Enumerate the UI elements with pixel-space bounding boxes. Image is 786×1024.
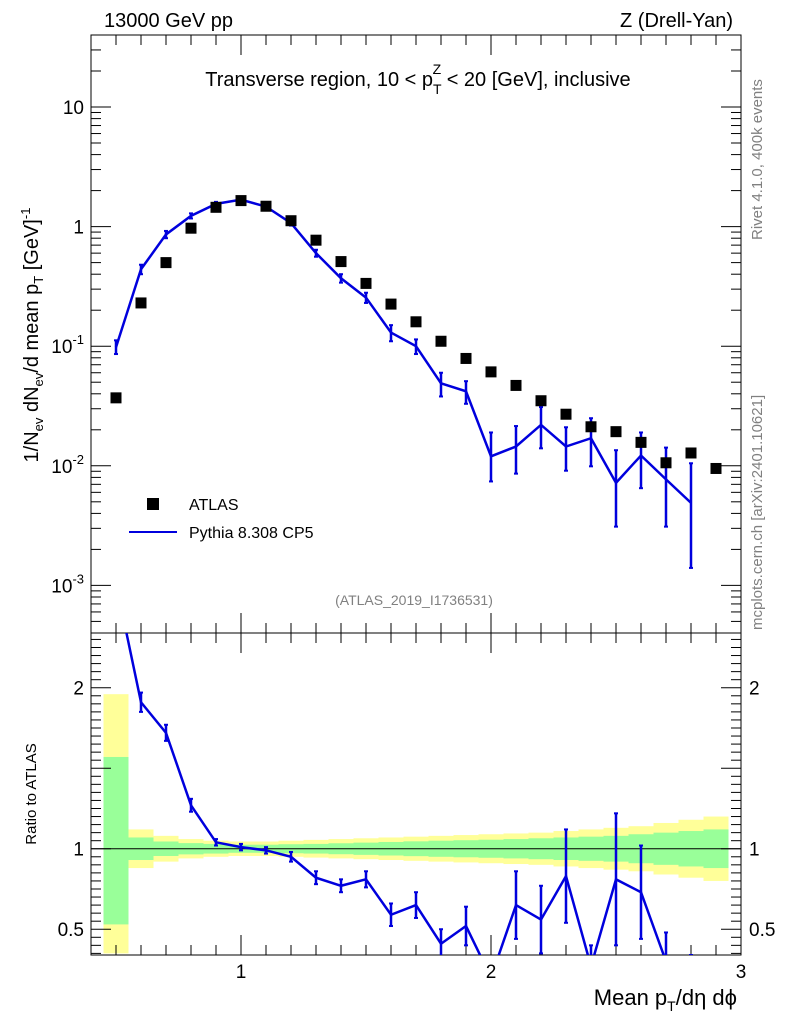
main-atlas-point — [660, 457, 672, 469]
main-atlas-point — [260, 200, 272, 212]
main-y-tick-label-base: 10 — [51, 457, 72, 478]
ratio-axis-ticks: 1 2 30.5 0.51 12 2 — [58, 633, 775, 983]
main-atlas-point — [635, 436, 647, 448]
main-y-axis-label: 1/Nev dNev/d mean pT [GeV]-1 — [18, 208, 46, 463]
ratio-x-tick-label: 3 — [736, 962, 747, 983]
main-atlas-point — [535, 395, 547, 407]
main-atlas-point — [335, 256, 347, 268]
ratio-y-axis-label: Ratio to ATLAS — [23, 743, 40, 844]
main-atlas-point — [460, 352, 472, 364]
main-atlas-point — [510, 379, 522, 391]
main-y-tick-label: 10-1 — [51, 332, 84, 358]
ratio-band-green — [103, 756, 129, 925]
main-y-tick-label-exp: -2 — [72, 452, 84, 467]
legend-atlas-marker — [147, 498, 159, 510]
main-atlas-point — [685, 447, 697, 459]
header-energy: 13000 GeV pp — [104, 10, 233, 32]
main-y-tick-label: 10 — [63, 98, 84, 119]
side-rivet-text: Rivet 4.1.0, 400k events — [749, 79, 766, 240]
ratio-y-tick-label-right: 1 — [749, 840, 760, 861]
ylabel-a: 1/N — [21, 431, 43, 462]
main-atlas-point — [410, 316, 422, 328]
main-y-tick-label-base: 10 — [51, 337, 72, 358]
ylabel-sub1: ev — [31, 417, 46, 431]
main-atlas-point — [385, 298, 397, 310]
ratio-x-tick-label: 2 — [486, 962, 497, 983]
main-atlas-point — [310, 234, 322, 246]
ratio-pythia-series — [125, 633, 693, 955]
main-panel-frame — [90, 34, 742, 634]
ylabel-sub3: T — [31, 276, 46, 284]
main-atlas-point — [585, 421, 597, 433]
main-atlas-point — [135, 297, 147, 309]
main-title-b: < 20 [GeV], inclusive — [441, 69, 631, 91]
main-y-tick-label-exp: -1 — [72, 332, 84, 347]
main-atlas-point — [160, 257, 172, 269]
ratio-x-tick-label: 1 — [236, 962, 247, 983]
main-atlas-point — [285, 215, 297, 227]
main-title-sup: Z — [433, 61, 442, 77]
main-atlas-point — [210, 201, 222, 213]
ylabel-sup: -1 — [18, 208, 33, 220]
main-atlas-point — [360, 277, 372, 289]
main-atlas-point — [710, 462, 722, 474]
ratio-pythia-line — [125, 633, 666, 955]
main-y-tick-label-base: 10 — [63, 98, 84, 119]
main-y-tick-label: 10-2 — [51, 452, 84, 478]
legend-pythia-label: Pythia 8.308 CP5 — [189, 525, 314, 542]
ratio-y-tick-label-right: 2 — [749, 679, 760, 700]
main-title-sub: T — [433, 81, 442, 97]
legend-atlas-label: ATLAS — [189, 497, 239, 514]
ratio-y-tick-label-left: 2 — [73, 679, 84, 700]
main-atlas-series — [110, 195, 722, 474]
ylabel-d: [GeV] — [21, 219, 43, 276]
ylabel-c: /d mean p — [21, 284, 43, 373]
main-atlas-point — [610, 426, 622, 438]
main-y-tick-label: 1 — [73, 218, 84, 239]
xlabel-sub: T — [667, 998, 676, 1014]
main-atlas-point — [185, 222, 197, 234]
main-y-tick-label-base: 1 — [73, 218, 84, 239]
x-axis-label: Mean pT/dη dϕ — [594, 985, 737, 1014]
ratio-pythia-group — [125, 633, 693, 955]
main-atlas-point — [435, 335, 447, 347]
analysis-label: (ATLAS_2019_I1736531) — [335, 592, 493, 608]
main-atlas-point — [485, 366, 497, 378]
main-title-a: Transverse region, 10 < p — [205, 69, 433, 91]
ylabel-sub2: ev — [31, 372, 46, 386]
main-y-tick-label-base: 10 — [51, 576, 72, 597]
ratio-y-tick-label-left: 0.5 — [58, 920, 84, 941]
main-y-tick-label: 10-3 — [51, 571, 84, 597]
header-process: Z (Drell-Yan) — [620, 10, 733, 32]
ratio-y-tick-label-right: 0.5 — [749, 920, 775, 941]
ratio-y-tick-label-left: 1 — [73, 840, 84, 861]
side-mcplots-text: mcplots.cern.ch [arXiv:2401.10621] — [749, 395, 766, 630]
main-atlas-point — [560, 408, 572, 420]
main-atlas-point — [235, 195, 247, 207]
ylabel-b: dN — [21, 386, 43, 417]
main-atlas-point — [110, 392, 122, 404]
main-y-tick-label-exp: -3 — [72, 571, 84, 586]
xlabel-a: Mean p — [594, 985, 667, 1010]
main-title: Transverse region, 10 < pTZ < 20 [GeV], … — [205, 61, 630, 97]
xlabel-b: /dη dϕ — [676, 985, 737, 1010]
main-pythia-line — [114, 198, 692, 504]
